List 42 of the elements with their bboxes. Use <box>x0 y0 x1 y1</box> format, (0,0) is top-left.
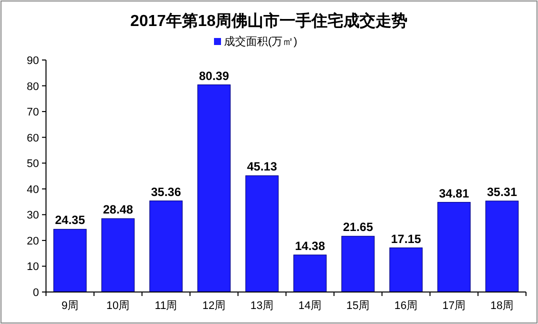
data-label: 17.15 <box>390 232 422 246</box>
data-label: 21.65 <box>342 220 374 234</box>
bar <box>389 247 423 292</box>
x-tick-label: 14周 <box>298 300 322 312</box>
bar <box>197 84 231 292</box>
data-label: 14.38 <box>294 238 326 253</box>
y-tick-label: 0 <box>32 287 39 299</box>
data-label: 35.31 <box>486 184 518 199</box>
bar <box>485 200 519 292</box>
bar <box>245 175 279 292</box>
data-label: 34.81 <box>438 186 470 200</box>
bar <box>149 200 183 292</box>
legend-label: 成交面积(万㎡) <box>224 35 298 48</box>
x-tick-label: 13周 <box>250 300 274 312</box>
x-tick-label: 12周 <box>202 300 226 312</box>
bar <box>53 228 87 292</box>
y-tick-label: 70 <box>26 106 39 119</box>
y-tick-label: 20 <box>26 235 39 248</box>
data-label: 80.39 <box>198 68 230 83</box>
x-tick-label: 15周 <box>346 300 370 312</box>
bar <box>437 202 471 292</box>
y-tick-label: 90 <box>26 55 39 67</box>
data-label: 35.36 <box>150 184 182 199</box>
bar <box>341 236 375 292</box>
x-tick-label: 9周 <box>61 300 79 312</box>
chart-title: 2017年第18周佛山市一手住宅成交走势 <box>130 11 408 30</box>
bar <box>293 254 327 292</box>
y-tick-label: 30 <box>26 210 39 222</box>
y-tick-label: 60 <box>26 132 39 144</box>
x-tick-label: 11周 <box>154 300 178 312</box>
bar <box>101 218 135 292</box>
x-tick-label: 16周 <box>394 300 418 312</box>
x-tick-label: 18周 <box>490 300 514 312</box>
data-label: 28.48 <box>102 202 134 217</box>
y-tick-label: 50 <box>26 158 39 170</box>
data-label: 45.13 <box>246 160 278 174</box>
y-tick-label: 40 <box>26 184 39 196</box>
y-tick-label: 80 <box>26 80 39 93</box>
x-tick-label: 10周 <box>106 300 130 312</box>
x-tick-label: 17周 <box>442 300 466 312</box>
data-label: 24.35 <box>54 213 86 228</box>
y-tick-label: 10 <box>26 261 39 274</box>
